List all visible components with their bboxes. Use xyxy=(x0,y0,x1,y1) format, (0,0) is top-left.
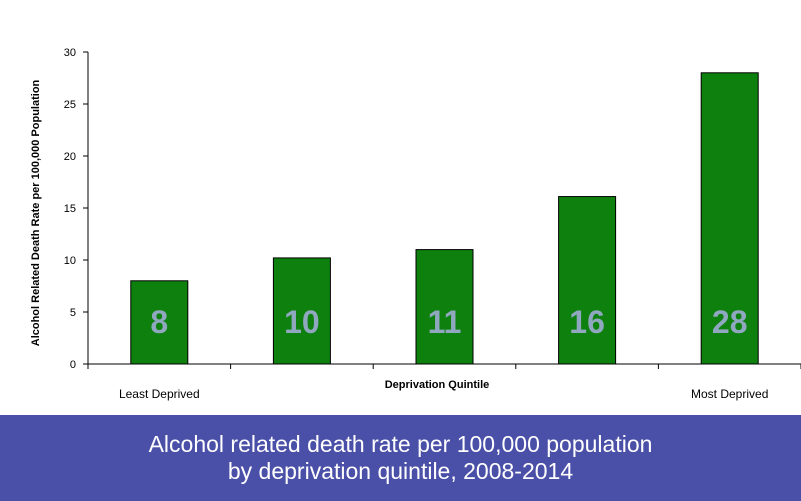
y-tick-label: 0 xyxy=(70,359,76,371)
y-tick-label: 20 xyxy=(64,151,76,163)
bar xyxy=(415,249,474,365)
bar xyxy=(130,280,189,365)
caption-line-2: by deprivation quintile, 2008-2014 xyxy=(227,458,574,484)
bar-value-label: 8 xyxy=(150,304,168,340)
data-labels: 8 10 11 16 28 xyxy=(150,304,747,340)
caption-line-1: Alcohol related death rate per 100,000 p… xyxy=(148,431,653,457)
bar-value-label: 11 xyxy=(428,304,462,340)
bar xyxy=(700,72,759,365)
bar-value-label: 28 xyxy=(712,304,748,340)
bar-value-label: 16 xyxy=(569,304,605,340)
bar-chart: 0 5 10 15 20 25 30 Least Deprived Most Deprived… xyxy=(30,47,801,401)
caption-banner: Alcohol related death rate per 100,000 p… xyxy=(0,415,801,501)
bars xyxy=(130,72,759,365)
y-tick-label: 5 xyxy=(70,307,76,319)
bar-value-label: 10 xyxy=(284,304,320,340)
y-tick-label: 15 xyxy=(64,203,76,215)
x-category-label: Most Deprived xyxy=(691,387,768,401)
chart-svg: 0 5 10 15 20 25 30 Least Deprived Most Deprived… xyxy=(30,47,801,401)
bar xyxy=(272,257,331,365)
y-axis-label: Alcohol Related Death Rate per 100,000 P… xyxy=(30,79,42,346)
bar xyxy=(558,196,617,365)
x-category-label: Least Deprived xyxy=(119,387,200,401)
y-axis: 0 5 10 15 20 25 30 xyxy=(64,47,89,371)
y-tick-label: 25 xyxy=(64,99,76,111)
y-tick-label: 30 xyxy=(64,47,76,59)
y-tick-label: 10 xyxy=(64,255,76,267)
x-axis-label: Deprivation Quintile xyxy=(385,379,490,391)
